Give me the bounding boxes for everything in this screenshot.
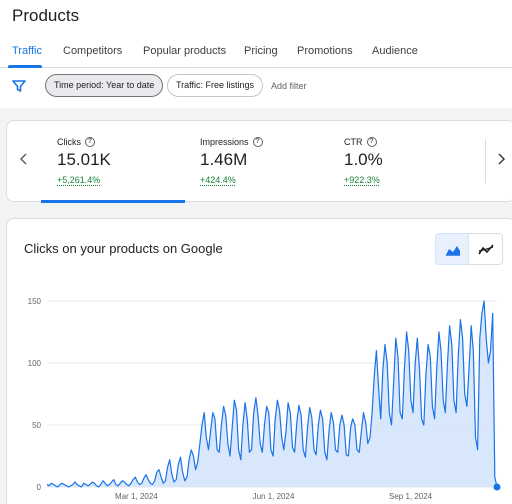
series-area: [47, 301, 497, 487]
metric-value: 1.46M: [200, 150, 248, 169]
metric-value: 15.01K: [57, 150, 111, 169]
traffic-chip[interactable]: Traffic: Free listings: [167, 74, 264, 97]
metric-delta: +5,261.4%: [57, 175, 101, 185]
y-tick-label: 50: [32, 421, 41, 430]
metric-clicks[interactable]: Clicks ? 15.01K +5,261.4%: [57, 137, 111, 185]
y-tick-label: 0: [37, 483, 42, 492]
chevron-left-icon[interactable]: [17, 151, 31, 167]
metrics-card: Clicks ? 15.01K +5,261.4% Impressions ? …: [6, 120, 512, 203]
metric-delta: +922.3%: [344, 175, 380, 185]
y-tick-label: 100: [28, 359, 42, 368]
active-tab-indicator: [8, 65, 42, 68]
chart-card: Clicks on your products on Google 0 50 100…: [6, 218, 512, 504]
time-period-chip[interactable]: Time period: Year to date: [45, 74, 164, 97]
metric-value: 1.0%: [344, 150, 383, 169]
area-chart-toggle[interactable]: [435, 233, 469, 265]
tab-audience[interactable]: Audience: [372, 45, 418, 57]
page-header: Products Traffic Competitors Popular pro…: [0, 0, 512, 108]
add-filter-button[interactable]: Add filter: [271, 81, 307, 91]
x-tick-label: Sep 1, 2024: [389, 492, 433, 501]
line-chart-toggle[interactable]: [469, 233, 503, 265]
help-icon[interactable]: ?: [366, 137, 377, 147]
filter-bar: Time period: Year to date Traffic: Free …: [0, 68, 512, 108]
chart-title: Clicks on your products on Google: [24, 241, 223, 256]
clicks-chart: 0 50 100 150 Mar 1, 2024 Jun 1, 2024 Sep 1, 20…: [28, 297, 501, 501]
tab-competitors[interactable]: Competitors: [63, 45, 123, 57]
filter-icon[interactable]: [12, 79, 26, 93]
selected-metric-indicator: [41, 200, 185, 203]
divider: [485, 139, 486, 183]
x-tick-label: Mar 1, 2024: [115, 492, 158, 501]
metric-ctr[interactable]: CTR ? 1.0% +922.3%: [344, 137, 383, 185]
series-line: [46, 300, 498, 488]
metric-label: Impressions: [200, 137, 249, 147]
tab-pricing[interactable]: Pricing: [244, 45, 278, 57]
tab-popular-products[interactable]: Popular products: [143, 45, 227, 57]
help-icon[interactable]: ?: [252, 137, 263, 147]
metric-delta: +424.4%: [200, 175, 236, 185]
metric-label: CTR: [344, 137, 363, 147]
line-chart-icon: [478, 244, 494, 255]
area-chart-icon: [446, 246, 460, 256]
last-point-marker: [493, 483, 501, 491]
tab-bar: Traffic Competitors Popular products Pri…: [0, 40, 512, 68]
tab-traffic[interactable]: Traffic: [12, 45, 42, 57]
metric-label: Clicks: [57, 137, 81, 147]
page-title: Products: [12, 6, 80, 25]
y-tick-label: 150: [28, 297, 42, 306]
metric-impressions[interactable]: Impressions ? 1.46M +424.4%: [200, 137, 263, 185]
tab-promotions[interactable]: Promotions: [297, 45, 353, 57]
chevron-right-icon[interactable]: [494, 151, 508, 167]
help-icon[interactable]: ?: [85, 137, 95, 147]
x-tick-label: Jun 1, 2024: [253, 492, 295, 501]
